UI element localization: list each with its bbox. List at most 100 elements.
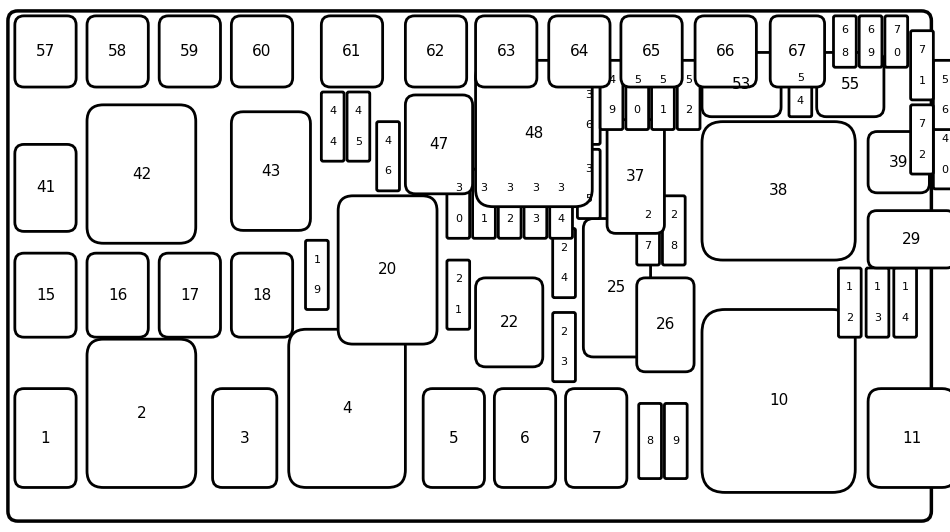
Text: 6: 6 (585, 120, 592, 130)
FancyBboxPatch shape (664, 403, 687, 479)
FancyBboxPatch shape (232, 253, 293, 337)
Text: 57: 57 (36, 44, 55, 59)
FancyBboxPatch shape (702, 310, 855, 493)
Text: 5: 5 (355, 137, 362, 147)
Text: 3: 3 (532, 214, 539, 224)
Text: 4: 4 (558, 214, 564, 224)
Text: 55: 55 (841, 77, 860, 92)
Text: 1: 1 (902, 282, 908, 293)
Text: 64: 64 (570, 44, 589, 59)
FancyBboxPatch shape (565, 388, 627, 487)
FancyBboxPatch shape (524, 169, 547, 238)
Text: 4: 4 (385, 136, 391, 146)
FancyBboxPatch shape (839, 268, 862, 337)
FancyBboxPatch shape (607, 120, 664, 234)
FancyBboxPatch shape (550, 169, 573, 238)
Text: 20: 20 (378, 262, 397, 278)
FancyBboxPatch shape (600, 60, 623, 130)
FancyBboxPatch shape (677, 60, 700, 130)
Text: 17: 17 (180, 288, 200, 303)
Text: 48: 48 (524, 126, 543, 141)
FancyBboxPatch shape (160, 253, 220, 337)
FancyBboxPatch shape (377, 122, 399, 191)
Text: 2: 2 (919, 149, 925, 160)
Text: 1: 1 (919, 76, 925, 86)
FancyBboxPatch shape (494, 388, 556, 487)
Text: 1: 1 (874, 282, 881, 293)
Text: 38: 38 (769, 184, 788, 198)
FancyBboxPatch shape (578, 149, 600, 219)
FancyBboxPatch shape (446, 260, 469, 329)
Text: 1: 1 (659, 105, 667, 115)
Text: 58: 58 (108, 44, 127, 59)
FancyBboxPatch shape (636, 196, 659, 265)
FancyBboxPatch shape (476, 278, 542, 367)
Text: 8: 8 (671, 240, 677, 251)
FancyBboxPatch shape (553, 228, 576, 297)
FancyBboxPatch shape (549, 16, 610, 87)
FancyBboxPatch shape (321, 16, 383, 87)
FancyBboxPatch shape (894, 268, 917, 337)
Text: 1: 1 (455, 305, 462, 315)
FancyBboxPatch shape (87, 253, 148, 337)
Text: 9: 9 (673, 436, 679, 446)
FancyBboxPatch shape (213, 388, 276, 487)
Text: 5: 5 (797, 72, 804, 82)
Text: 67: 67 (788, 44, 808, 59)
Text: 42: 42 (132, 167, 151, 181)
Text: 4: 4 (608, 74, 615, 85)
FancyBboxPatch shape (583, 219, 651, 357)
Text: 11: 11 (902, 430, 922, 445)
Text: 4: 4 (902, 313, 909, 323)
Text: 62: 62 (427, 44, 446, 59)
Text: 0: 0 (455, 214, 462, 224)
Text: 37: 37 (626, 169, 645, 184)
Text: 2: 2 (506, 214, 513, 224)
Text: 4: 4 (941, 134, 948, 144)
FancyBboxPatch shape (8, 11, 931, 521)
Text: 4: 4 (342, 401, 352, 416)
FancyBboxPatch shape (911, 31, 933, 100)
FancyBboxPatch shape (817, 53, 884, 117)
Text: 2: 2 (137, 406, 146, 421)
Text: 5: 5 (685, 74, 693, 85)
Text: 1: 1 (314, 255, 320, 265)
Text: 5: 5 (449, 430, 459, 445)
FancyBboxPatch shape (87, 16, 148, 87)
FancyBboxPatch shape (789, 62, 811, 117)
Text: 2: 2 (846, 313, 853, 323)
Text: 5: 5 (659, 74, 667, 85)
FancyBboxPatch shape (15, 253, 76, 337)
Text: 2: 2 (685, 105, 693, 115)
FancyBboxPatch shape (406, 95, 472, 194)
Text: 9: 9 (314, 285, 320, 295)
FancyBboxPatch shape (911, 105, 933, 174)
Text: 3: 3 (239, 430, 250, 445)
FancyBboxPatch shape (15, 16, 76, 87)
Text: 6: 6 (867, 25, 874, 35)
Text: 7: 7 (893, 25, 900, 35)
Text: 65: 65 (642, 44, 661, 59)
Text: 1: 1 (41, 430, 50, 445)
FancyBboxPatch shape (499, 169, 521, 238)
FancyBboxPatch shape (160, 16, 220, 87)
Text: 15: 15 (36, 288, 55, 303)
Text: 4: 4 (797, 96, 804, 106)
Text: 2: 2 (560, 243, 568, 253)
FancyBboxPatch shape (232, 112, 311, 230)
FancyBboxPatch shape (553, 312, 576, 381)
Text: 43: 43 (261, 163, 280, 179)
Text: 3: 3 (585, 89, 592, 99)
Text: 4: 4 (560, 273, 568, 283)
FancyBboxPatch shape (578, 75, 600, 144)
FancyBboxPatch shape (770, 16, 825, 87)
FancyBboxPatch shape (621, 16, 682, 87)
FancyBboxPatch shape (87, 105, 196, 243)
FancyBboxPatch shape (933, 60, 950, 130)
Text: 3: 3 (532, 184, 539, 194)
Text: 6: 6 (385, 167, 391, 177)
FancyBboxPatch shape (476, 60, 592, 206)
FancyBboxPatch shape (321, 92, 344, 161)
FancyBboxPatch shape (702, 122, 855, 260)
Text: 7: 7 (919, 45, 925, 55)
